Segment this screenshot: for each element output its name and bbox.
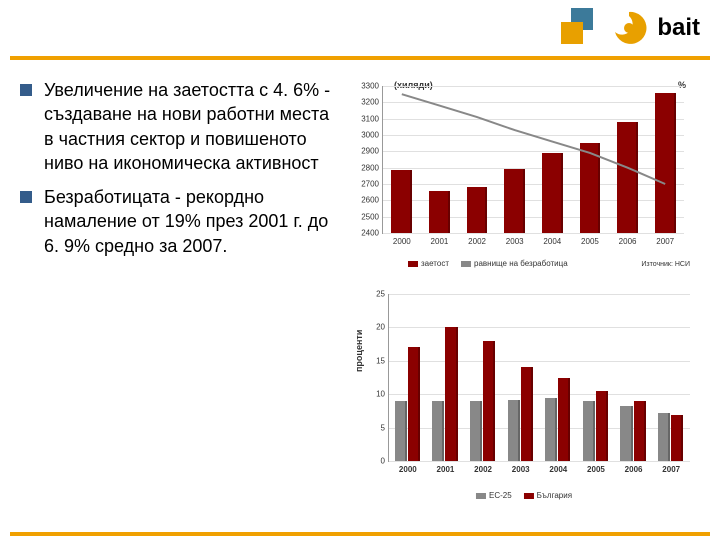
ytick-label: 15 [376,356,389,365]
logo-squares-icon [561,8,601,48]
xtick-label: 2000 [393,237,411,246]
ytick-label: 3300 [361,82,383,91]
ytick-label: 2800 [361,163,383,172]
footer-stripe [10,532,710,536]
bar [508,400,520,461]
body: Увеличение на заетостта с 4. 6% - създав… [20,78,700,528]
ytick-label: 2700 [361,180,383,189]
ytick-label: 2500 [361,212,383,221]
unemployment-chart: проценти 0510152025200020012002200320042… [348,282,700,502]
chart-top-plot: 2400250026002700280029003000310032003300… [382,86,684,234]
legend-swatch [461,261,471,267]
chart-top-source: Източник: НСИ [641,261,690,268]
xtick-label: 2001 [431,237,449,246]
ytick-label: 2400 [361,229,383,238]
legend-label: заетост [421,259,449,268]
brand-text: bait [657,14,700,42]
ytick-label: 0 [381,457,389,466]
bar [483,341,495,461]
bar [620,406,632,461]
ytick-label: 5 [381,423,389,432]
bar [634,401,646,461]
xtick-label: 2004 [549,465,567,474]
bar [432,401,444,461]
chart-column: (хиляди) % 24002500260027002800290030003… [348,78,700,528]
ytick-label: 25 [376,290,389,299]
bar [596,391,608,461]
xtick-label: 2007 [656,237,674,246]
bar [408,347,420,461]
ytick-label: 2600 [361,196,383,205]
legend-label: равнище на безработица [474,259,568,268]
list-item: Безработицата - рекордно намаление от 19… [20,185,340,258]
bar [671,415,683,461]
legend-swatch [476,493,486,499]
bar [521,367,533,461]
xtick-label: 2004 [543,237,561,246]
bar [558,378,570,462]
xtick-label: 2002 [474,465,492,474]
xtick-label: 2003 [512,465,530,474]
xtick-label: 2000 [399,465,417,474]
trend-line [383,86,684,233]
bullet-list: Увеличение на заетостта с 4. 6% - създав… [20,78,340,258]
bullet-icon [20,191,32,203]
ytick-label: 2900 [361,147,383,156]
slide: bait Увеличение на заетостта с 4. 6% - с… [0,0,720,540]
ytick-label: 20 [376,323,389,332]
legend-label: България [537,491,572,500]
chart-bottom-plot: 0510152025200020012002200320042005200620… [388,294,690,462]
ytick-label: 10 [376,390,389,399]
bar [395,401,407,461]
xtick-label: 2006 [625,465,643,474]
xtick-label: 2003 [506,237,524,246]
bar [470,401,482,461]
bar [583,401,595,461]
legend-label: ЕС-25 [489,491,512,500]
bullet-text: Безработицата - рекордно намаление от 19… [44,185,340,258]
legend-item: България [524,491,572,500]
bar [445,327,457,461]
bar [658,413,670,461]
logo-area: bait [561,8,700,48]
xtick-label: 2001 [437,465,455,474]
bar [545,398,557,461]
bullet-icon [20,84,32,96]
legend-swatch [408,261,418,267]
legend-item: заетост [408,259,449,268]
legend-item: равнище на безработица [461,259,568,268]
ytick-label: 3200 [361,98,383,107]
header-stripe [10,56,710,60]
header: bait [0,0,720,70]
legend-swatch [524,493,534,499]
xtick-label: 2005 [587,465,605,474]
xtick-label: 2005 [581,237,599,246]
list-item: Увеличение на заетостта с 4. 6% - създав… [20,78,340,175]
bullet-text: Увеличение на заетостта с 4. 6% - създав… [44,78,340,175]
xtick-label: 2002 [468,237,486,246]
employment-chart: (хиляди) % 24002500260027002800290030003… [348,78,700,278]
legend-item: ЕС-25 [476,491,512,500]
xtick-label: 2007 [662,465,680,474]
chart-bottom-legend: ЕС-25 България [476,491,572,500]
text-column: Увеличение на заетостта с 4. 6% - създав… [20,78,340,528]
chart-bottom-ylabel: проценти [354,330,364,372]
ytick-label: 3000 [361,131,383,140]
swirl-icon [609,8,649,48]
ytick-label: 3100 [361,114,383,123]
xtick-label: 2006 [619,237,637,246]
chart-top-legend: заетост равнище на безработица [408,259,568,268]
